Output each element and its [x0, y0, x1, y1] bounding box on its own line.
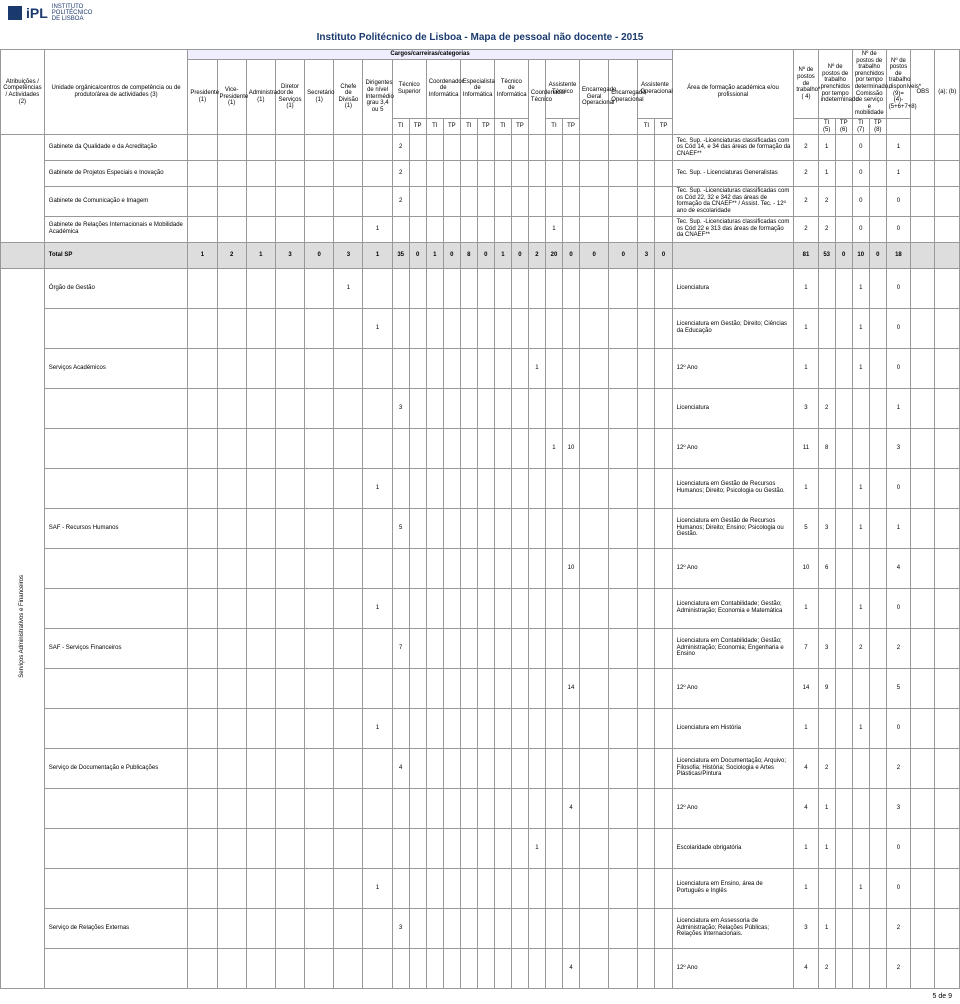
col-ab: (a); (b) — [935, 50, 960, 135]
staff-table: Atribuições / Competências / Actividades… — [0, 49, 960, 989]
col-group: Cargos/carreiras/categorias — [188, 50, 672, 60]
col-tindet: Nº de postos de trabalho prenchidos por … — [818, 50, 852, 119]
logo-subtitle: INSTITUTO POLITÉCNICO DE LISBOA — [52, 4, 93, 22]
page-title: Instituto Politécnico de Lisboa - Mapa d… — [0, 32, 960, 43]
logo: iPL INSTITUTO POLITÉCNICO DE LISBOA — [8, 4, 92, 22]
col-obs: OBS — [911, 50, 935, 135]
col-attr: Atribuições / Competências / Actividades… — [1, 50, 45, 135]
logo-mark — [8, 6, 22, 20]
col-n4: Nº de postos de trabalho* ( 4) — [794, 50, 818, 119]
col-area: Área de formação académica e/ou profissi… — [672, 50, 794, 135]
header: iPL INSTITUTO POLITÉCNICO DE LISBOA — [0, 0, 960, 26]
col-tdet: Nº de postos de trabalho prenchidos por … — [852, 50, 886, 119]
logo-text: iPL — [26, 5, 48, 21]
page-footer: 5 de 9 — [0, 989, 960, 1004]
col-disp: Nº de postos de trabalho disponíveis* (9… — [886, 50, 910, 119]
col-unit: Unidade orgânica/centros de competência … — [44, 50, 188, 135]
side-label: Serviços Administrativos e Financeiros — [1, 268, 45, 988]
